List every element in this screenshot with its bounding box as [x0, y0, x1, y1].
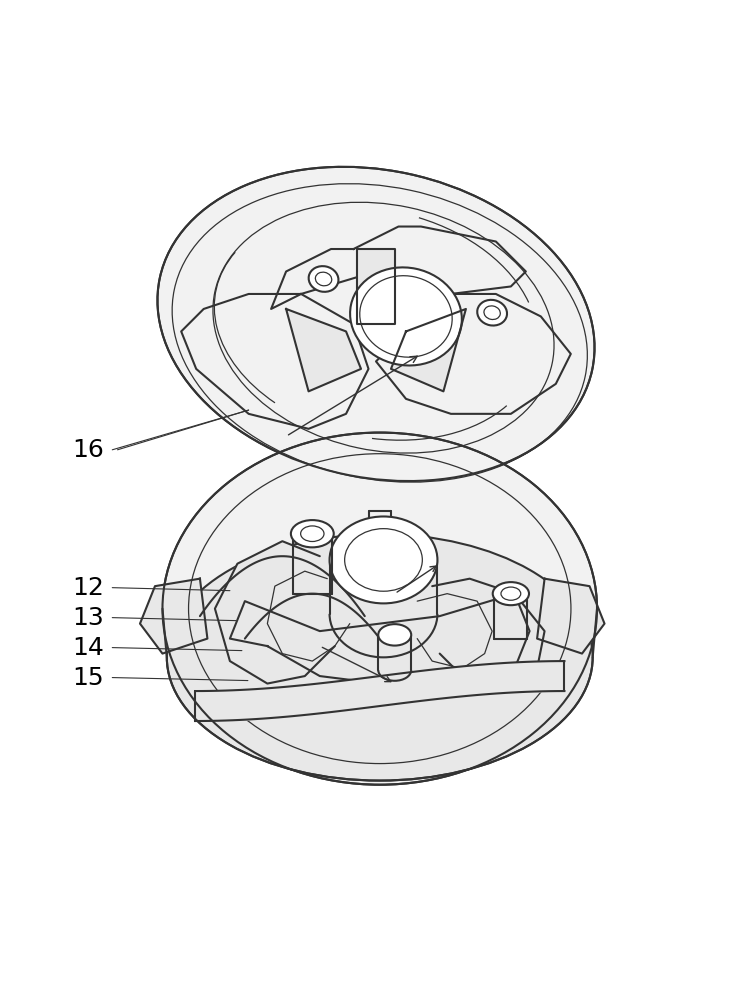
Ellipse shape [162, 433, 597, 785]
Ellipse shape [478, 300, 507, 326]
Polygon shape [376, 294, 571, 414]
Ellipse shape [308, 266, 338, 292]
Polygon shape [417, 579, 544, 691]
Text: 12: 12 [72, 576, 105, 600]
Polygon shape [391, 309, 466, 391]
Ellipse shape [167, 534, 593, 781]
Polygon shape [286, 309, 361, 391]
Polygon shape [140, 579, 208, 654]
Polygon shape [537, 579, 605, 654]
Polygon shape [357, 249, 395, 324]
Polygon shape [230, 594, 529, 691]
Text: 16: 16 [72, 438, 105, 462]
Polygon shape [215, 541, 350, 684]
Ellipse shape [350, 267, 462, 365]
Text: 14: 14 [72, 636, 105, 660]
Polygon shape [181, 294, 368, 429]
Ellipse shape [329, 516, 438, 603]
Ellipse shape [291, 520, 334, 547]
Text: 15: 15 [72, 666, 105, 690]
Text: 13: 13 [72, 606, 105, 630]
Polygon shape [271, 227, 526, 309]
Ellipse shape [493, 582, 529, 605]
Ellipse shape [157, 167, 595, 481]
Ellipse shape [378, 624, 411, 646]
